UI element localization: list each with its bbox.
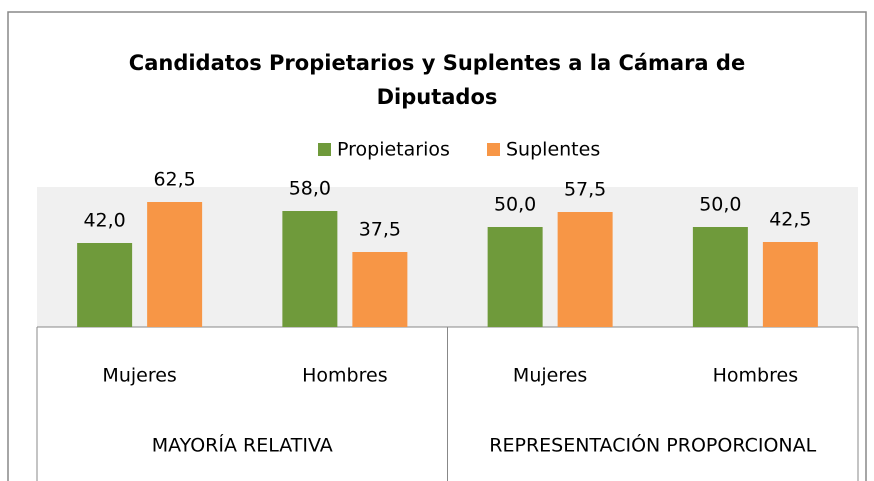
legend-label: Propietarios (337, 139, 450, 161)
bar (282, 211, 338, 327)
legend-label: Suplentes (506, 139, 600, 161)
value-label: 42,5 (769, 209, 811, 231)
bar (692, 227, 748, 327)
bar (147, 202, 203, 327)
legend-swatch (318, 143, 331, 156)
bar (77, 243, 133, 327)
bar (557, 212, 613, 327)
x-tick-label: Hombres (713, 365, 798, 387)
value-label: 50,0 (699, 194, 741, 216)
value-label: 42,0 (83, 210, 125, 232)
x-tick-label: Mujeres (513, 365, 587, 387)
legend-swatch (487, 143, 500, 156)
bar (352, 252, 408, 327)
value-label: 37,5 (359, 219, 401, 241)
bar (762, 242, 818, 327)
chart-title: Candidatos Propietarios y Suplentes a la… (128, 51, 746, 109)
group-label: REPRESENTACIÓN PROPORCIONAL (489, 433, 816, 457)
value-label: 50,0 (494, 194, 536, 216)
bar (487, 227, 543, 327)
x-tick-label: Hombres (302, 365, 387, 387)
value-label: 62,5 (153, 169, 195, 191)
group-label: MAYORÍA RELATIVA (152, 434, 333, 457)
value-label: 58,0 (289, 178, 331, 200)
value-label: 57,5 (564, 179, 606, 201)
x-tick-label: Mujeres (102, 365, 176, 387)
